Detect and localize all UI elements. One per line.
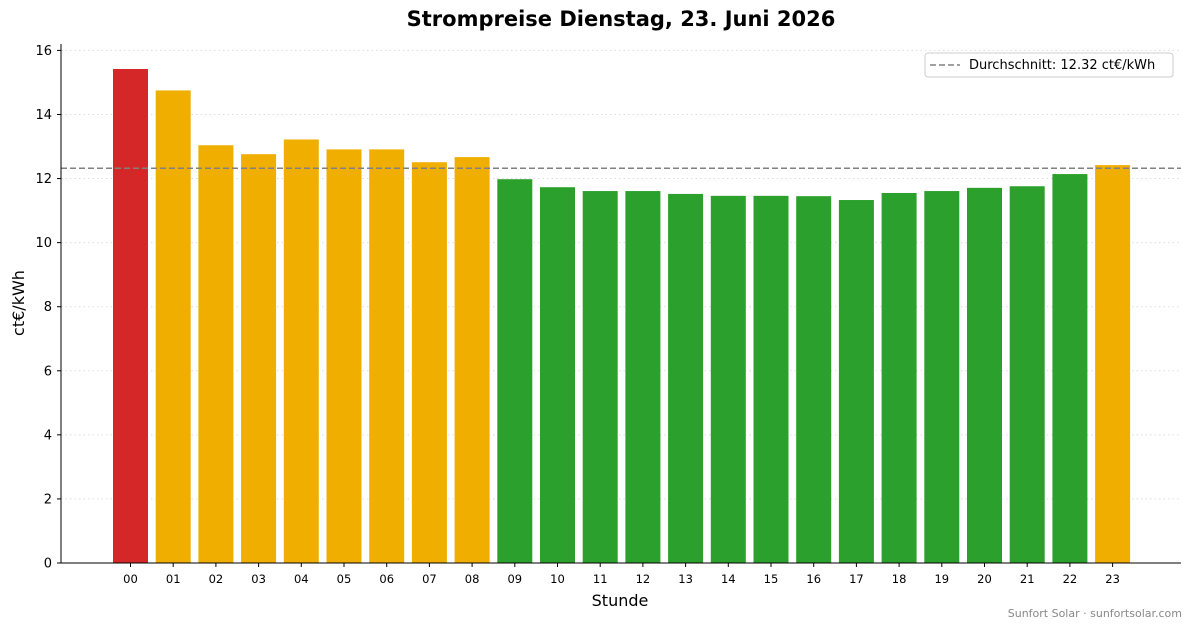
bar-hour-18 xyxy=(881,192,917,563)
x-tick-label: 09 xyxy=(507,572,522,586)
y-ticks: 0 2 4 6 8 10 12 14 16 xyxy=(35,44,61,572)
footer-credit: Sunfort Solar · sunfortsolar.com xyxy=(1008,607,1182,620)
x-tick-label: 15 xyxy=(764,572,779,586)
x-tick-label: 07 xyxy=(422,572,437,586)
x-tick-label: 14 xyxy=(721,572,736,586)
y-tick-label: 2 xyxy=(44,492,52,507)
legend-average-label: Durchschnitt: 12.32 ct€/kWh xyxy=(969,58,1155,73)
x-tick-label: 08 xyxy=(465,572,480,586)
bar-hour-09 xyxy=(497,179,533,563)
bar-hour-03 xyxy=(241,154,277,564)
bar-hour-02 xyxy=(198,145,234,563)
x-tick-label: 20 xyxy=(977,572,992,586)
x-tick-label: 13 xyxy=(678,572,693,586)
bar-hour-11 xyxy=(582,191,618,564)
x-tick-label: 22 xyxy=(1063,572,1078,586)
x-tick-label: 06 xyxy=(379,572,394,586)
bar-hour-13 xyxy=(668,193,704,563)
bar-hour-07 xyxy=(411,162,447,563)
bar-hour-01 xyxy=(155,90,191,563)
x-tick-label: 02 xyxy=(209,572,224,586)
legend-box xyxy=(924,52,1174,78)
y-axis-label: ct€/kWh xyxy=(9,270,28,336)
x-tick-label: 16 xyxy=(806,572,821,586)
x-tick-label: 18 xyxy=(892,572,907,586)
x-tick-label: 00 xyxy=(123,572,138,586)
bar-hour-23 xyxy=(1095,165,1131,563)
bar-hour-15 xyxy=(753,195,789,563)
x-tick-label: 12 xyxy=(636,572,651,586)
x-tick-label: 04 xyxy=(294,572,309,586)
chart-title: Strompreise Dienstag, 23. Juni 2026 xyxy=(407,7,836,31)
x-ticks: 00 01 02 03 04 05 06 07 08 09 10 11 12 13 14 15 16 17 18 19… xyxy=(123,563,1120,586)
y-tick-label: 8 xyxy=(44,300,52,315)
x-tick-label: 03 xyxy=(251,572,266,586)
bar-hour-08 xyxy=(454,157,490,563)
x-axis-label: Stunde xyxy=(592,591,649,610)
x-tick-label: 19 xyxy=(934,572,949,586)
bar-hour-16 xyxy=(796,196,832,564)
x-tick-label: 11 xyxy=(593,572,608,586)
y-tick-label: 6 xyxy=(44,364,52,379)
x-tick-label: 21 xyxy=(1020,572,1035,586)
y-tick-label: 0 xyxy=(44,557,52,572)
x-tick-label: 23 xyxy=(1105,572,1120,586)
x-tick-label: 17 xyxy=(849,572,864,586)
bar-hour-10 xyxy=(540,187,575,563)
x-tick-label: 05 xyxy=(337,572,352,586)
y-tick-label: 10 xyxy=(35,236,52,251)
bar-hour-21 xyxy=(1009,186,1045,563)
bars xyxy=(113,68,1131,564)
bar-hour-19 xyxy=(924,191,960,564)
bar-hour-22 xyxy=(1052,174,1088,563)
bar-hour-17 xyxy=(838,200,874,563)
bar-hour-20 xyxy=(967,187,1002,563)
bar-hour-04 xyxy=(283,139,319,563)
legend: Durchschnitt: 12.32 ct€/kWh xyxy=(924,52,1174,78)
bar-hour-14 xyxy=(710,195,746,563)
y-tick-label: 12 xyxy=(35,172,52,187)
y-tick-label: 4 xyxy=(44,428,52,443)
x-tick-label: 10 xyxy=(550,572,565,586)
y-tick-label: 16 xyxy=(35,44,52,59)
bar-hour-06 xyxy=(369,149,405,563)
bar-hour-00 xyxy=(113,68,148,563)
x-tick-label: 01 xyxy=(166,572,181,586)
y-tick-label: 14 xyxy=(35,108,52,123)
bar-hour-05 xyxy=(326,149,362,563)
bar-hour-12 xyxy=(625,191,661,564)
